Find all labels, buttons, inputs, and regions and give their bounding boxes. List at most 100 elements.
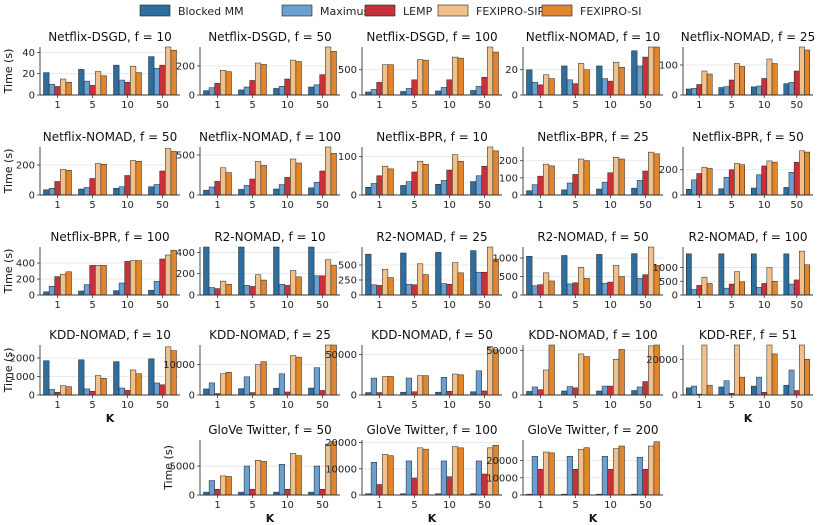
bar-fexipro-si-k10 (771, 63, 778, 96)
bar-maximus-k10 (278, 284, 285, 296)
bar-lemp-k10 (446, 169, 453, 196)
x-tick-label: 5 (89, 200, 95, 211)
bar-blocked-mm-k10 (113, 188, 120, 196)
y-tick-label: 10000 (325, 464, 357, 475)
bar-fexipro-si-k10 (618, 349, 625, 396)
bar-fexipro-si-k50 (492, 51, 499, 96)
bar-maximus-k1 (48, 285, 55, 296)
bar-maximus-k1 (531, 456, 538, 496)
bar-blocked-mm-k50 (308, 246, 315, 296)
bar-blocked-mm-k10 (596, 390, 603, 396)
bar-maximus-k5 (243, 285, 250, 296)
x-tick-label: 1 (376, 200, 382, 211)
y-tick-label: 500 (338, 65, 357, 76)
panel-title: GloVe Twitter, f = 50 (208, 423, 331, 437)
bar-lemp-k1 (376, 82, 383, 96)
x-tick-label: 50 (156, 100, 169, 111)
bar-maximus-k10 (756, 287, 762, 296)
y-tick-label: 0 (512, 491, 518, 502)
x-tick-label: 50 (639, 400, 652, 411)
bar-fexipro-sir-k1 (382, 165, 389, 196)
x-tick-label: 50 (478, 100, 491, 111)
bar-maximus-k1 (208, 480, 215, 496)
bar-maximus-k5 (723, 380, 730, 396)
y-tick-label: 0 (351, 491, 357, 502)
bar-maximus-k1 (531, 82, 538, 96)
bar-maximus-k1 (48, 389, 55, 396)
x-tick-label: 10 (443, 100, 456, 111)
bar-fexipro-si-k5 (422, 448, 429, 496)
panel-title: R2-NOMAD, f = 25 (376, 230, 487, 244)
bar-fexipro-sir-k5 (95, 375, 102, 396)
bar-lemp-k1 (696, 285, 703, 296)
bar-fexipro-si-k10 (135, 260, 142, 296)
y-tick-label: 1000 (10, 372, 35, 383)
y-tick-label: 0 (189, 491, 195, 502)
panel-netflix-dsgd-f-50: 0 200 1 5 10 50 Netflix-DSGD, f = 50 (176, 30, 340, 111)
bar-maximus-k10 (278, 86, 285, 96)
bar-fexipro-sir-k5 (417, 263, 424, 296)
bar-maximus-k10 (118, 282, 125, 296)
x-tick-label: 10 (121, 200, 134, 211)
bar-fexipro-si-k10 (771, 161, 778, 196)
bar-fexipro-si-k5 (260, 361, 267, 396)
y-tick-label: 200 (176, 269, 195, 280)
bar-fexipro-sir-k1 (382, 64, 389, 96)
bar-lemp-k10 (284, 391, 291, 396)
bar-lemp-k10 (124, 175, 131, 196)
panel-title: GloVe Twitter, f = 100 (366, 423, 497, 437)
bar-fexipro-si-k10 (135, 72, 142, 96)
bar-fexipro-si-k5 (739, 66, 745, 96)
y-tick-label: 0 (351, 91, 357, 102)
bar-blocked-mm-k10 (113, 64, 120, 96)
bar-fexipro-sir-k1 (220, 280, 227, 296)
bar-maximus-k5 (566, 79, 573, 96)
bar-maximus-k50 (475, 460, 482, 496)
bar-blocked-mm-k50 (148, 56, 155, 96)
y-tick-label: 1000 (653, 263, 678, 274)
bar-lemp-k10 (607, 80, 614, 96)
bar-maximus-k50 (788, 369, 795, 396)
x-axis-label: K (744, 412, 753, 425)
bar-fexipro-si-k1 (387, 455, 394, 496)
bar-blocked-mm-k50 (783, 83, 790, 96)
y-tick-label: 2000 (10, 353, 35, 364)
x-tick-label: 1 (54, 300, 60, 311)
panel-title: KDD-NOMAD, f = 100 (528, 328, 657, 342)
y-tick-label: 0 (512, 291, 518, 302)
bar-maximus-k1 (370, 377, 377, 396)
bar-lemp-k50 (793, 279, 800, 296)
bar-lemp-k5 (572, 387, 579, 396)
x-tick-label: 50 (639, 300, 652, 311)
panel-r2-nomad-f-100: 0 500 1000 1 5 10 50 R2-NOMAD, f = 100 (653, 230, 813, 311)
bar-lemp-k50 (481, 390, 488, 396)
y-tick-label: 0 (351, 291, 357, 302)
legend: Blocked MM Maximus LEMP FEXIPRO-SIR FEXIPRO-… (139, 4, 642, 18)
bar-maximus-k50 (475, 86, 482, 96)
x-tick-label: 10 (758, 100, 771, 111)
bar-lemp-k10 (124, 81, 131, 96)
bar-maximus-k10 (440, 87, 447, 96)
bar-maximus-k50 (636, 386, 643, 396)
panel-r2-nomad-f-50: 0 500 1000 1 5 10 50 R2-NOMAD, f = 50 (493, 230, 663, 311)
bar-lemp-k1 (537, 284, 544, 296)
bar-blocked-mm-k50 (470, 90, 477, 96)
bar-maximus-k50 (153, 281, 160, 296)
bar-fexipro-sir-k1 (60, 273, 67, 296)
bar-fexipro-si-k50 (804, 49, 810, 96)
y-axis-label: Time (s) (2, 348, 15, 394)
bar-maximus-k50 (636, 180, 643, 196)
x-tick-label: 10 (604, 100, 617, 111)
x-tick-label: 10 (281, 500, 294, 511)
x-tick-label: 10 (443, 500, 456, 511)
bar-fexipro-sir-k10 (613, 448, 620, 496)
bar-fexipro-sir-k50 (648, 46, 655, 96)
x-tick-label: 1 (537, 200, 543, 211)
bar-fexipro-sir-k1 (60, 385, 67, 396)
bar-blocked-mm-k1 (526, 255, 533, 296)
bar-fexipro-si-k5 (739, 281, 745, 296)
bar-fexipro-sir-k10 (452, 262, 459, 296)
bar-fexipro-si-k1 (225, 71, 232, 96)
bar-blocked-mm-k1 (365, 91, 372, 96)
bar-fexipro-sir-k10 (613, 61, 620, 96)
